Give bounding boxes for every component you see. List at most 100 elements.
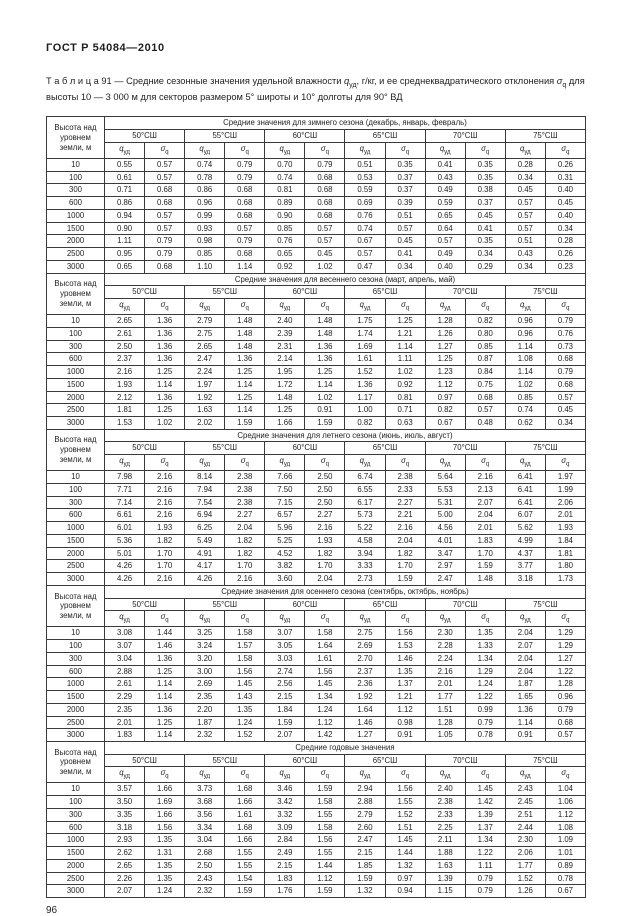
value-cell: 1.22 bbox=[464, 690, 506, 704]
value-cell: 0.35 bbox=[384, 157, 426, 172]
value-cell: 1.53 bbox=[103, 415, 146, 430]
season-section: Высота над уровнем земли, м Средние значе… bbox=[46, 584, 587, 742]
value-cell: 0.85 bbox=[264, 221, 306, 236]
value-cell: 2.04 bbox=[504, 664, 546, 679]
height-cell: 2500 bbox=[46, 247, 105, 261]
value-cell: 1.17 bbox=[344, 390, 386, 405]
q-ud-header: qуд bbox=[264, 141, 306, 159]
latitude-header: 65°СШ bbox=[344, 753, 426, 768]
height-cell: 2500 bbox=[46, 715, 105, 730]
value-cell: 4.99 bbox=[504, 533, 546, 548]
height-cell: 1000 bbox=[46, 833, 105, 848]
value-cell: 1.14 bbox=[224, 403, 266, 417]
q-ud-header: qуд bbox=[424, 454, 466, 472]
value-cell: 1.27 bbox=[424, 339, 466, 354]
value-cell: 0.94 bbox=[103, 208, 146, 223]
value-cell: 0.96 bbox=[184, 196, 226, 210]
value-cell: 0.68 bbox=[304, 170, 346, 185]
value-cell: 1.12 bbox=[304, 715, 346, 730]
height-cell: 600 bbox=[46, 196, 105, 210]
value-cell: 2.79 bbox=[344, 807, 386, 822]
value-cell: 2.65 bbox=[103, 858, 146, 873]
value-cell: 0.45 bbox=[384, 234, 426, 249]
value-cell: 1.08 bbox=[544, 820, 587, 835]
value-cell: 0.69 bbox=[344, 196, 386, 210]
value-cell: 0.34 bbox=[544, 221, 587, 236]
table-row: 2500 0.95 0.79 0.85 0.68 0.65 0.45 0.57 0.41 0.49… bbox=[46, 247, 587, 261]
table-row: 600 6.61 2.16 6.94 2.27 6.57 2.27 5.73 2.21 5.00 2… bbox=[46, 508, 587, 523]
value-cell: 0.79 bbox=[224, 170, 266, 185]
value-cell: 1.10 bbox=[184, 259, 226, 274]
value-cell: 1.14 bbox=[304, 377, 346, 392]
value-cell: 6.41 bbox=[504, 495, 546, 510]
value-cell: 1.59 bbox=[304, 782, 346, 797]
value-cell: 1.72 bbox=[264, 377, 306, 392]
value-cell: 1.77 bbox=[424, 690, 466, 704]
table-row: 10 2.65 1.36 2.79 1.48 2.40 1.48 1.75 1.25 1.28 0.… bbox=[46, 314, 587, 328]
q-ud-header: qуд bbox=[504, 141, 546, 159]
latitude-header: 65°СШ bbox=[344, 129, 426, 143]
value-cell: 1.42 bbox=[464, 795, 506, 809]
table-row: 2500 1.81 1.25 1.63 1.14 1.25 0.91 1.00 0.71 0.82… bbox=[46, 403, 587, 417]
value-cell: 0.28 bbox=[544, 234, 587, 249]
value-cell: 2.50 bbox=[304, 482, 346, 497]
value-cell: 1.37 bbox=[464, 820, 506, 835]
value-cell: 1.70 bbox=[144, 546, 186, 561]
height-cell: 10 bbox=[46, 157, 105, 172]
value-cell: 0.57 bbox=[344, 247, 386, 261]
sigma-q-header: σq bbox=[544, 610, 587, 628]
season-title: Средние значения для зимнего сезона (дек… bbox=[104, 116, 586, 131]
value-cell: 2.16 bbox=[224, 572, 266, 586]
value-cell: 0.73 bbox=[544, 339, 587, 354]
value-cell: 0.65 bbox=[103, 259, 146, 274]
value-cell: 0.98 bbox=[184, 234, 226, 249]
value-cell: 2.61 bbox=[103, 677, 146, 692]
value-cell: 1.44 bbox=[304, 858, 346, 873]
q-ud-header: qуд bbox=[103, 610, 146, 628]
sigma-q-header: σq bbox=[384, 298, 426, 316]
value-cell: 1.46 bbox=[384, 651, 426, 666]
value-cell: 2.04 bbox=[504, 651, 546, 666]
value-cell: 0.71 bbox=[384, 403, 426, 417]
value-cell: 2.04 bbox=[384, 533, 426, 548]
latitude-header: 55°СШ bbox=[184, 129, 266, 143]
sigma-q-header: σq bbox=[224, 610, 266, 628]
value-cell: 0.59 bbox=[424, 196, 466, 210]
value-cell: 0.97 bbox=[424, 390, 466, 405]
table-row: 2000 2.12 1.36 1.92 1.25 1.48 1.02 1.17 0.81 0.97… bbox=[46, 390, 587, 405]
latitude-header: 60°СШ bbox=[264, 441, 346, 456]
season-section: Высота над уровнем земли, м Средние годов… bbox=[46, 740, 587, 899]
value-cell: 2.60 bbox=[344, 820, 386, 835]
value-cell: 1.45 bbox=[384, 833, 426, 848]
value-cell: 0.68 bbox=[544, 352, 587, 367]
value-cell: 0.82 bbox=[424, 403, 466, 417]
value-cell: 1.04 bbox=[544, 782, 587, 797]
value-cell: 1.14 bbox=[224, 259, 266, 274]
height-cell: 3000 bbox=[46, 415, 105, 430]
value-cell: 0.96 bbox=[504, 314, 546, 328]
value-cell: 1.15 bbox=[424, 884, 466, 899]
value-cell: 4.56 bbox=[424, 521, 466, 535]
value-cell: 0.68 bbox=[464, 390, 506, 405]
value-cell: 0.99 bbox=[184, 208, 226, 223]
value-cell: 0.96 bbox=[504, 326, 546, 341]
value-cell: 2.07 bbox=[464, 495, 506, 510]
value-cell: 0.57 bbox=[384, 221, 426, 236]
value-cell: 1.05 bbox=[424, 728, 466, 742]
value-cell: 2.16 bbox=[304, 521, 346, 535]
value-cell: 2.33 bbox=[424, 807, 466, 822]
value-cell: 1.58 bbox=[304, 795, 346, 809]
value-cell: 0.90 bbox=[264, 208, 306, 223]
value-cell: 7.98 bbox=[103, 470, 146, 484]
table-row: 1500 2.62 1.31 2.68 1.55 2.49 1.55 2.15 1.44 1.88… bbox=[46, 846, 587, 860]
value-cell: 2.38 bbox=[224, 482, 266, 497]
value-cell: 0.57 bbox=[144, 170, 186, 185]
latitude-header: 75°СШ bbox=[504, 753, 587, 768]
value-cell: 0.57 bbox=[304, 234, 346, 249]
value-cell: 1.70 bbox=[144, 559, 186, 574]
value-cell: 1.56 bbox=[384, 782, 426, 797]
q-ud-header: qуд bbox=[184, 454, 226, 472]
value-cell: 0.68 bbox=[304, 183, 346, 198]
height-cell: 100 bbox=[46, 795, 105, 809]
value-cell: 1.70 bbox=[464, 546, 506, 561]
